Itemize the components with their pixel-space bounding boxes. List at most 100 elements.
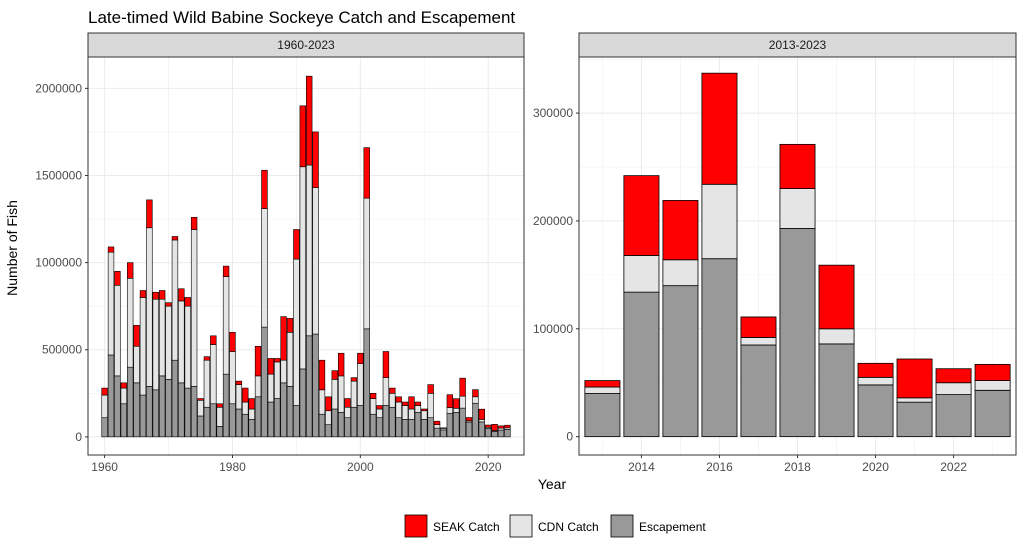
- chart-title: Late-timed Wild Babine Sockeye Catch and…: [88, 8, 515, 27]
- bar-escapement: [216, 426, 223, 438]
- bar-escapement: [974, 389, 1011, 438]
- bar-cdn-catch: [165, 305, 172, 380]
- bar-seak-catch: [584, 380, 621, 388]
- bar-cdn-catch: [376, 408, 383, 419]
- bar-escapement: [261, 326, 268, 438]
- bar-cdn-catch: [306, 164, 313, 337]
- bar-escapement: [363, 328, 370, 438]
- bar-seak-catch: [857, 362, 894, 378]
- bar-cdn-catch: [235, 384, 243, 410]
- bar-cdn-catch: [401, 405, 409, 420]
- x-axis-label: Year: [538, 476, 567, 492]
- bar-cdn-catch: [222, 276, 230, 375]
- bar-escapement: [337, 412, 345, 438]
- bar-cdn-catch: [318, 389, 326, 415]
- bar-cdn-catch: [261, 208, 268, 328]
- bar-escapement: [267, 401, 275, 438]
- bar-cdn-catch: [446, 407, 454, 414]
- legend: SEAK Catch CDN Catch Escapement: [404, 514, 706, 538]
- bar-escapement: [414, 412, 422, 438]
- bar-cdn-catch: [701, 183, 738, 260]
- bar-escapement: [293, 405, 300, 438]
- bar-seak-catch: [623, 175, 660, 256]
- x-tick-label: 1960: [91, 460, 118, 474]
- bar-cdn-catch: [139, 297, 147, 396]
- bar-seak-catch: [229, 332, 236, 352]
- bar-escapement: [318, 413, 326, 438]
- bar-escapement: [584, 393, 621, 438]
- y-tick-label: 2000000: [35, 81, 82, 95]
- bar-cdn-catch: [382, 377, 390, 406]
- x-tick-label: 1980: [219, 460, 246, 474]
- bar-seak-catch: [779, 143, 816, 189]
- bar-escapement: [350, 406, 358, 438]
- bar-escapement: [369, 413, 377, 438]
- bar-seak-catch: [248, 398, 255, 410]
- bar-seak-catch: [306, 75, 313, 166]
- bar-escapement: [446, 413, 454, 438]
- bar-cdn-catch: [350, 380, 358, 408]
- bar-escapement: [242, 413, 249, 438]
- bar-cdn-catch: [623, 255, 660, 293]
- bar-escapement: [107, 354, 115, 438]
- bar-seak-catch: [497, 425, 505, 429]
- y-tick-label: 200000: [533, 214, 573, 228]
- bar-seak-catch: [662, 200, 699, 261]
- bar-seak-catch: [190, 217, 198, 230]
- bar-escapement: [491, 431, 498, 438]
- bars: [584, 72, 1011, 438]
- bar-cdn-catch: [740, 337, 777, 346]
- bar-seak-catch: [184, 297, 191, 307]
- bar-cdn-catch: [472, 396, 479, 404]
- bar-seak-catch: [127, 262, 134, 279]
- bar-escapement: [139, 394, 147, 438]
- bar-escapement: [459, 407, 466, 438]
- bar-cdn-catch: [210, 344, 217, 405]
- bar-escapement: [203, 406, 211, 438]
- bar-seak-catch: [350, 377, 358, 382]
- legend-label: CDN Catch: [538, 520, 599, 534]
- bar-escapement: [478, 421, 485, 438]
- bar-seak-catch: [453, 398, 460, 409]
- bar-seak-catch: [504, 424, 511, 429]
- bar-cdn-catch: [662, 259, 699, 287]
- bar-cdn-catch: [357, 363, 364, 406]
- bar-escapement: [408, 419, 415, 438]
- bar-seak-catch: [101, 387, 108, 396]
- bar-escapement: [857, 384, 894, 438]
- bar-seak-catch: [107, 246, 115, 253]
- bar-escapement: [440, 429, 447, 438]
- bar-escapement: [382, 405, 390, 438]
- bar-seak-catch: [267, 358, 275, 375]
- y-tick-label: 0: [75, 430, 82, 444]
- y-tick-label: 300000: [533, 106, 573, 120]
- bar-escapement: [158, 375, 166, 438]
- bar-cdn-catch: [152, 298, 159, 391]
- bar-cdn-catch: [408, 408, 415, 420]
- bar-escapement: [274, 398, 281, 438]
- bar-escapement: [254, 396, 262, 438]
- bar-escapement: [401, 419, 409, 438]
- bar-cdn-catch: [197, 399, 204, 417]
- y-tick-label: 1000000: [35, 256, 82, 270]
- bar-escapement: [662, 285, 699, 438]
- bar-escapement: [472, 402, 479, 438]
- bar-cdn-catch: [299, 166, 306, 370]
- bar-seak-catch: [465, 417, 473, 422]
- bar-cdn-catch: [203, 359, 211, 408]
- bar-seak-catch: [740, 316, 777, 338]
- x-tick-label: 2014: [628, 460, 655, 474]
- bar-seak-catch: [222, 265, 230, 277]
- bar-seak-catch: [459, 377, 466, 397]
- bar-seak-catch: [896, 358, 933, 399]
- panel-2013-2023: 2013-2023 0 100000 200000 300000 2014 2016 2018…: [533, 32, 1017, 474]
- bar-escapement: [325, 424, 332, 438]
- bar-seak-catch: [357, 352, 364, 364]
- bar-seak-catch: [261, 169, 268, 209]
- bar-escapement: [178, 382, 185, 438]
- bar-cdn-catch: [254, 375, 262, 398]
- bar-escapement: [344, 417, 351, 438]
- bar-escapement: [101, 417, 108, 438]
- bar-seak-catch: [382, 351, 390, 378]
